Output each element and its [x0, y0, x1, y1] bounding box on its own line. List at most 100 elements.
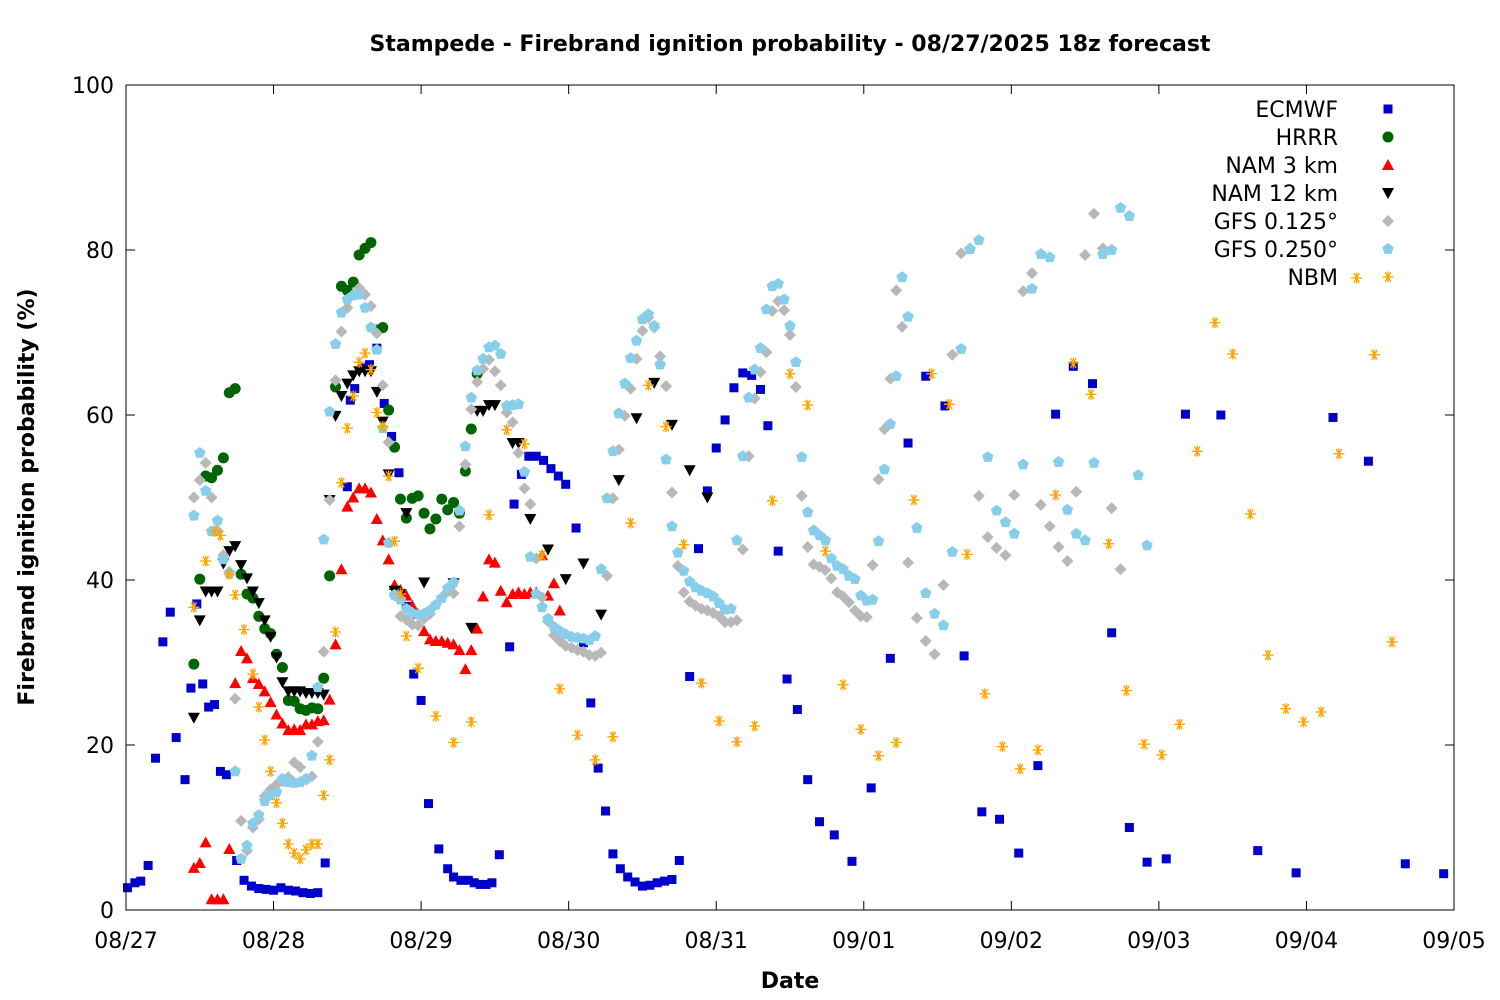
y-tick-label: 40: [86, 569, 114, 594]
data-point-nam-3-km: [317, 714, 330, 726]
data-point-ecmwf: [1216, 410, 1226, 420]
data-point-gfs-0-250: [306, 749, 318, 761]
data-point-nbm: [873, 750, 885, 762]
data-point-ecmwf: [747, 370, 757, 380]
data-point-nbm: [412, 662, 424, 674]
data-point-nbm: [855, 723, 867, 735]
data-point-nbm: [1386, 636, 1398, 648]
data-point-nam-3-km: [199, 836, 212, 848]
data-point-ecmwf: [151, 753, 161, 763]
data-point-nbm: [501, 424, 513, 436]
data-point-nbm: [749, 720, 761, 732]
data-point-ecmwf: [660, 876, 670, 886]
data-point-gfs-0-250: [199, 484, 212, 496]
data-point-ecmwf: [694, 544, 704, 554]
data-point-hrrr: [288, 695, 300, 707]
data-point-ecmwf: [475, 879, 485, 889]
data-point-gfs-0-250: [884, 418, 897, 429]
data-point-nbm: [766, 495, 778, 507]
data-point-ecmwf: [667, 874, 677, 884]
data-point-gfs-0-250: [990, 504, 1003, 516]
data-point-ecmwf: [1033, 761, 1043, 771]
data-point-ecmwf: [143, 860, 153, 870]
data-point-hrrr: [394, 493, 406, 505]
data-point-gfs-0-250: [1061, 503, 1074, 515]
data-point-gfs-0-250: [518, 465, 531, 477]
data-point-ecmwf: [685, 672, 695, 682]
data-point-ecmwf: [586, 698, 596, 708]
data-point-gfs-0-250: [1026, 282, 1038, 294]
data-point-gfs-0-125: [665, 486, 678, 499]
data-point-nbm: [389, 535, 401, 547]
data-point-nbm: [448, 737, 460, 749]
data-point-hrrr: [206, 472, 218, 484]
data-point-nam-12-km: [612, 475, 625, 487]
data-point-ecmwf: [136, 876, 146, 886]
data-point-nbm: [926, 368, 938, 380]
data-point-gfs-0-125: [928, 648, 941, 661]
data-point-ecmwf: [416, 695, 426, 705]
data-point-gfs-0-125: [890, 284, 903, 297]
data-point-ecmwf: [995, 814, 1005, 824]
data-point-nam-3-km: [323, 693, 336, 705]
data-point-nbm: [890, 737, 902, 749]
data-point-nbm: [377, 421, 389, 433]
data-point-nam-3-km: [270, 708, 283, 720]
data-point-ecmwf: [509, 499, 519, 509]
data-point-ecmwf: [463, 875, 473, 885]
data-point-gfs-0-125: [494, 379, 507, 392]
data-point-nam-12-km: [465, 622, 478, 634]
data-point-ecmwf: [773, 546, 783, 556]
data-point-gfs-0-125: [919, 635, 932, 648]
data-point-nam-12-km: [341, 378, 354, 390]
y-tick-label: 20: [86, 734, 114, 759]
data-point-gfs-0-250: [211, 514, 224, 526]
data-point-nbm: [1333, 448, 1345, 460]
data-point-nam-3-km: [453, 644, 466, 656]
data-point-gfs-0-250: [607, 445, 619, 457]
data-point-gfs-0-250: [624, 352, 637, 363]
data-point-nbm: [300, 844, 312, 856]
data-point-nam-3-km: [482, 553, 495, 565]
data-point-nam-3-km: [258, 685, 271, 697]
data-point-gfs-0-250: [619, 377, 631, 389]
data-point-ecmwf: [204, 702, 214, 712]
data-point-ecmwf: [571, 523, 581, 533]
data-point-ecmwf: [269, 885, 279, 895]
data-point-nam-3-km: [465, 644, 478, 656]
data-point-nbm: [359, 347, 371, 359]
data-point-gfs-0-250: [902, 310, 914, 322]
data-point-gfs-0-125: [872, 473, 885, 486]
data-point-ecmwf: [720, 415, 730, 425]
data-point-gfs-0-125: [376, 379, 389, 392]
data-point-gfs-0-250: [229, 765, 241, 777]
data-point-gfs-0-250: [465, 391, 477, 403]
data-point-ecmwf: [1253, 846, 1263, 856]
data-point-ecmwf: [1180, 409, 1190, 419]
data-point-gfs-0-250: [312, 681, 324, 693]
data-point-nbm: [318, 789, 330, 801]
data-point-nbm: [294, 853, 306, 865]
data-point-gfs-0-250: [937, 619, 950, 631]
x-tick-label: 08/29: [389, 929, 452, 954]
data-point-nbm: [713, 715, 725, 727]
data-point-gfs-0-125: [654, 350, 667, 363]
data-point-nbm: [335, 477, 347, 489]
data-point-gfs-0-250: [1141, 539, 1153, 551]
data-point-gfs-0-125: [229, 692, 242, 705]
data-point-gfs-0-250: [365, 321, 377, 333]
data-point-gfs-0-250: [802, 506, 814, 518]
data-point-gfs-0-125: [506, 416, 519, 429]
data-point-nbm: [819, 545, 831, 557]
data-point-ecmwf: [940, 401, 950, 411]
data-point-nam-12-km: [595, 609, 608, 621]
data-point-gfs-0-250: [495, 347, 507, 359]
data-point-hrrr: [229, 383, 241, 395]
data-point-nbm: [1067, 357, 1079, 369]
data-point-ecmwf: [434, 844, 444, 854]
data-point-hrrr: [211, 464, 223, 476]
data-point-nbm: [802, 399, 814, 411]
data-point-nbm: [660, 421, 672, 433]
data-point-gfs-0-125: [335, 325, 348, 338]
data-point-ecmwf: [847, 856, 857, 866]
